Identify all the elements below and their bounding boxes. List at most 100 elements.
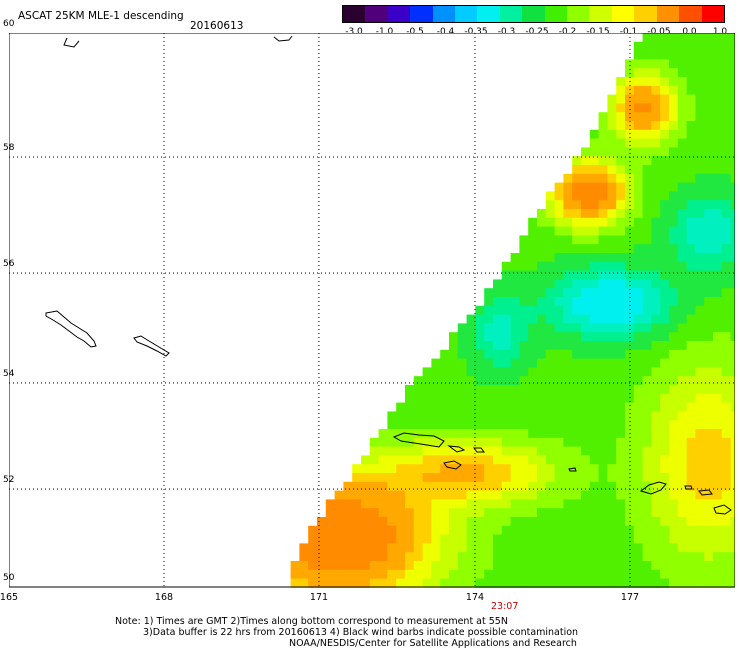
swath-cell — [704, 129, 714, 140]
swath-cell — [625, 420, 635, 430]
island-c — [392, 432, 445, 448]
swath-cell — [704, 200, 714, 210]
swath-cell — [413, 508, 424, 518]
swath-cell — [598, 156, 608, 166]
swath-cell — [457, 349, 468, 360]
swath-cell — [730, 121, 735, 131]
swath-cell — [730, 341, 735, 351]
swath-cell — [660, 517, 670, 527]
swath-cell — [651, 200, 661, 210]
swath-cell — [686, 367, 696, 377]
island-j — [698, 489, 713, 496]
swath-cell — [369, 446, 380, 456]
swath-cell — [616, 534, 626, 544]
swath-cell — [660, 314, 670, 324]
swath-cell — [633, 261, 644, 272]
swath-cell — [413, 490, 424, 500]
swath-cell — [598, 481, 608, 492]
swath-cell — [457, 490, 468, 500]
swath-cell — [589, 341, 600, 351]
swath-cell — [475, 473, 485, 483]
swath-cell — [713, 490, 723, 500]
swath-cell — [660, 455, 670, 465]
swath-cell — [563, 578, 573, 588]
swath-cell — [563, 481, 573, 492]
swath-cell — [669, 314, 679, 324]
swath-cell — [545, 209, 556, 219]
swath-cell — [528, 534, 538, 544]
swath-cell — [554, 437, 564, 448]
swath-cell — [669, 235, 679, 245]
swath-cell — [598, 455, 608, 465]
swath-cell — [589, 385, 600, 395]
swath-cell — [625, 156, 635, 166]
swath-cell — [704, 402, 714, 412]
swath-cell — [642, 50, 652, 60]
swath-cell — [466, 341, 476, 351]
swath-cell — [501, 481, 512, 492]
swath-cell — [449, 358, 459, 368]
swath-cell — [651, 367, 661, 377]
swath-cell — [493, 305, 503, 316]
swath-cell — [677, 156, 688, 166]
swath-cell — [695, 77, 705, 87]
swath-cell — [669, 534, 679, 544]
swath-cell — [695, 209, 705, 219]
swath-cell — [519, 481, 529, 492]
swath-cell — [642, 314, 652, 324]
swath-cell — [378, 517, 388, 527]
swath-cell — [642, 297, 652, 307]
colorbar — [342, 5, 725, 23]
swath-cell — [405, 411, 415, 421]
swath-cell — [369, 455, 380, 465]
swath-cell — [616, 279, 626, 289]
swath-cell — [519, 569, 529, 580]
swath-cell — [721, 129, 732, 140]
swath-cell — [519, 508, 529, 518]
swath-cell — [475, 490, 485, 500]
swath-cell — [713, 200, 723, 210]
swath-cell — [642, 59, 652, 69]
swath-cell — [669, 367, 679, 377]
swath-cell — [651, 376, 661, 386]
swath-cell — [581, 288, 591, 298]
swath-cell — [563, 305, 573, 316]
swath-cell — [405, 569, 415, 580]
swath-cell — [730, 33, 735, 43]
swath-cell — [721, 85, 732, 96]
swath-cell — [730, 68, 735, 78]
swath-cell — [405, 552, 415, 562]
swath-cell — [660, 173, 670, 184]
swath-cell — [528, 358, 538, 368]
swath-cell — [625, 85, 635, 96]
colorbar-label: -0.4 — [436, 27, 455, 37]
swath-cell — [396, 543, 406, 553]
swath-cell — [484, 437, 494, 448]
swath-cell — [669, 279, 679, 289]
swath-cell — [352, 552, 362, 562]
swath-cell — [519, 473, 529, 483]
swath-cell — [669, 253, 679, 263]
swath-cell — [581, 209, 591, 219]
swath-cell — [677, 367, 688, 377]
swath-cell — [581, 437, 591, 448]
swath-cell — [713, 341, 723, 351]
swath-cell — [422, 446, 432, 456]
swath-cell — [721, 552, 732, 562]
swath-cell — [704, 297, 714, 307]
swath-cell — [537, 349, 547, 360]
swath-cell — [607, 543, 617, 553]
swath-cell — [466, 569, 476, 580]
swath-cell — [642, 402, 652, 412]
swath-cell — [457, 402, 468, 412]
swath-cell — [633, 297, 644, 307]
swath-cell — [528, 341, 538, 351]
swath-cell — [598, 367, 608, 377]
swath-cell — [493, 288, 503, 298]
swath-cell — [677, 332, 688, 342]
swath-cell — [616, 85, 626, 96]
swath-cell — [334, 561, 344, 571]
swath-cell — [669, 77, 679, 87]
swath-cell — [396, 525, 406, 536]
swath-cell — [598, 191, 608, 201]
